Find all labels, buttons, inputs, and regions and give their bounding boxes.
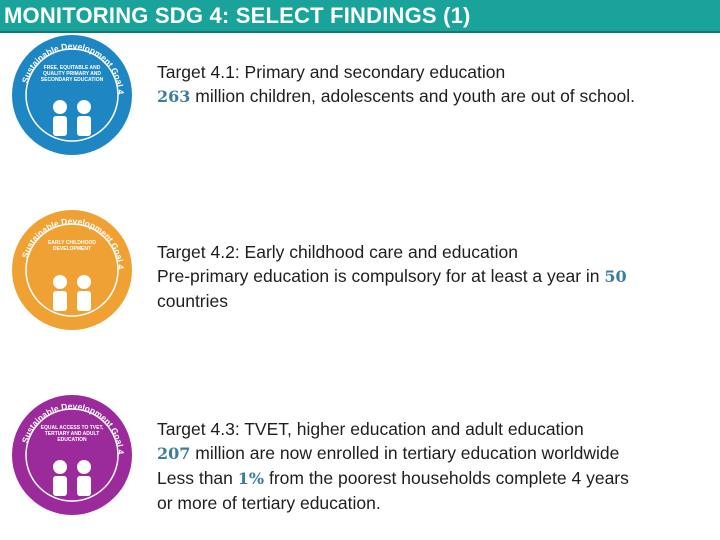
finding-line: 207 million are now enrolled in tertiary… bbox=[157, 441, 629, 466]
badge-label: EARLY CHILDHOOD DEVELOPMENT bbox=[47, 240, 97, 252]
title-bar: MONITORING SDG 4: SELECT FINDINGS (1) bbox=[0, 0, 720, 33]
badge-inner bbox=[25, 48, 119, 142]
icon-figure bbox=[77, 275, 91, 289]
icon-body bbox=[53, 291, 67, 311]
finding-text: Target 4.3: TVET, higher education and a… bbox=[157, 417, 629, 515]
icon-body bbox=[77, 476, 91, 496]
badge-inner bbox=[25, 223, 119, 317]
badge-label-box: EQUAL ACCESS TO TVET, TERTIARY AND ADULT… bbox=[40, 425, 104, 443]
line-text: million are now enrolled in tertiary edu… bbox=[190, 443, 620, 463]
finding-line: Pre-primary education is compulsory for … bbox=[157, 264, 627, 289]
target-heading: Target 4.3: TVET, higher education and a… bbox=[157, 419, 584, 439]
line-text: Less than bbox=[157, 468, 238, 488]
goal-badge: Sustainable Development Goal 4.1FREE, EQ… bbox=[12, 35, 132, 155]
finding-line: 263 million children, adolescents and yo… bbox=[157, 84, 635, 109]
goal-badge: Sustainable Development Goal 4.2EARLY CH… bbox=[12, 210, 132, 330]
target-heading: Target 4.1: Primary and secondary educat… bbox=[157, 62, 506, 82]
icon-body bbox=[53, 116, 67, 136]
key-figure: 1% bbox=[237, 469, 265, 488]
icon-body bbox=[77, 291, 91, 311]
finding-line: countries bbox=[157, 289, 627, 313]
badge-label-box: EARLY CHILDHOOD DEVELOPMENT bbox=[47, 240, 97, 252]
line-text: countries bbox=[157, 291, 229, 311]
finding-text: Target 4.2: Early childhood care and edu… bbox=[157, 240, 627, 313]
line-text: from the poorest households complete 4 y… bbox=[264, 468, 629, 488]
key-figure: 263 bbox=[157, 87, 191, 106]
icon-figure bbox=[53, 460, 67, 474]
goal-badge: Sustainable Development Goal 4.3EQUAL AC… bbox=[12, 395, 132, 515]
finding-line: Less than 1% from the poorest households… bbox=[157, 466, 629, 491]
badge-label: EQUAL ACCESS TO TVET, TERTIARY AND ADULT… bbox=[40, 425, 104, 443]
icon-figure bbox=[77, 460, 91, 474]
finding-line: or more of tertiary education. bbox=[157, 491, 629, 515]
finding-text: Target 4.1: Primary and secondary educat… bbox=[157, 60, 635, 109]
target-heading: Target 4.2: Early childhood care and edu… bbox=[157, 242, 518, 262]
badge-label: FREE, EQUITABLE AND QUALITY PRIMARY AND … bbox=[40, 65, 104, 83]
badge-label-box: FREE, EQUITABLE AND QUALITY PRIMARY AND … bbox=[40, 65, 104, 83]
icon-body bbox=[53, 476, 67, 496]
key-figure: 50 bbox=[604, 267, 627, 286]
icon-figure bbox=[77, 100, 91, 114]
line-text: Pre-primary education is compulsory for … bbox=[157, 266, 605, 286]
title: MONITORING SDG 4: SELECT FINDINGS (1) bbox=[4, 3, 471, 28]
badge-circle bbox=[12, 35, 132, 155]
line-text: million children, adolescents and youth … bbox=[190, 86, 635, 106]
key-figure: 207 bbox=[157, 444, 191, 463]
icon-figure bbox=[53, 100, 67, 114]
line-text: or more of tertiary education. bbox=[157, 493, 381, 513]
badge-circle bbox=[12, 210, 132, 330]
badge-inner bbox=[25, 408, 119, 502]
icon-body bbox=[77, 116, 91, 136]
badge-circle bbox=[12, 395, 132, 515]
icon-figure bbox=[53, 275, 67, 289]
